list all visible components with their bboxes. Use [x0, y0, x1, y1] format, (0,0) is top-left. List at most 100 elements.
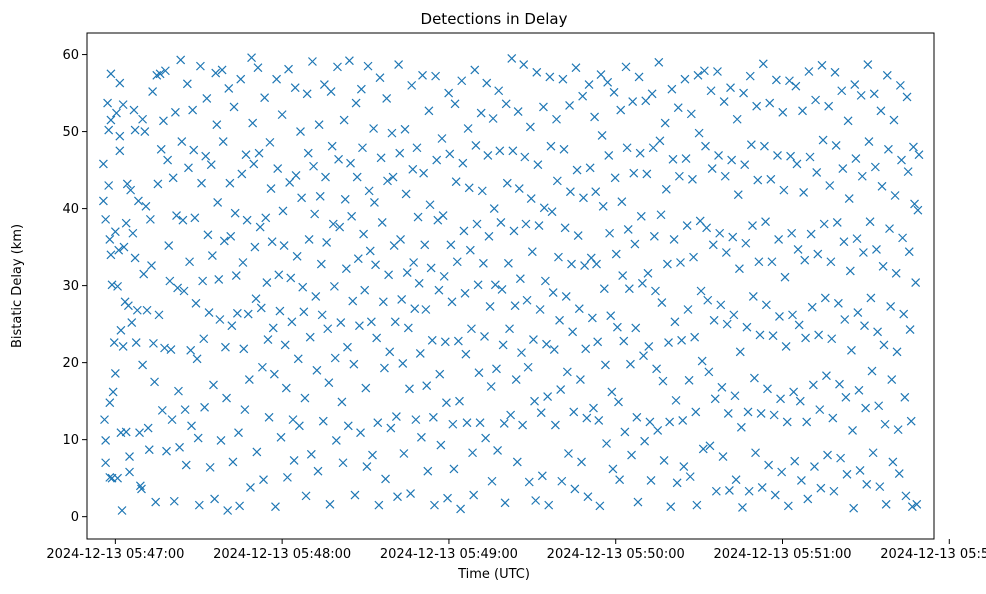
data-point — [178, 215, 188, 225]
data-point — [471, 141, 481, 150]
data-point — [119, 242, 129, 252]
data-point — [803, 494, 813, 504]
data-point — [110, 227, 120, 237]
data-point — [696, 286, 706, 296]
data-point — [741, 238, 751, 248]
data-point — [608, 464, 618, 474]
data-point — [850, 80, 860, 90]
data-point — [885, 224, 894, 234]
data-point — [469, 490, 479, 500]
data-point — [121, 218, 131, 228]
data-point — [383, 176, 392, 186]
data-point — [639, 351, 648, 361]
data-point — [643, 268, 653, 278]
data-point — [816, 483, 826, 493]
data-point — [722, 319, 732, 329]
data-point — [635, 148, 645, 158]
data-point — [369, 124, 379, 133]
data-point — [511, 375, 521, 384]
data-point — [686, 109, 696, 119]
data-point — [552, 114, 561, 124]
data-point — [909, 142, 918, 152]
data-point — [409, 258, 419, 267]
data-point — [260, 93, 270, 103]
data-point — [268, 323, 278, 333]
data-point — [452, 257, 462, 267]
data-point — [752, 101, 762, 111]
data-point — [876, 106, 886, 116]
data-point — [912, 499, 922, 509]
data-point — [149, 338, 158, 348]
data-point — [167, 415, 177, 425]
data-point — [888, 457, 898, 467]
data-point — [539, 203, 549, 213]
data-point — [513, 107, 523, 116]
data-point — [829, 486, 839, 496]
data-point — [518, 420, 528, 430]
data-point — [914, 150, 924, 160]
data-point — [509, 226, 519, 236]
data-point — [164, 241, 174, 250]
data-point — [337, 397, 347, 407]
data-point — [209, 380, 218, 390]
data-point — [721, 248, 731, 257]
data-point — [377, 218, 387, 227]
data-point — [181, 460, 191, 470]
data-point — [467, 324, 476, 334]
data-point — [855, 466, 865, 475]
data-point — [314, 120, 324, 130]
data-point — [869, 89, 879, 99]
data-point — [101, 214, 111, 224]
data-point — [523, 362, 533, 372]
data-point — [610, 173, 620, 183]
data-point — [302, 89, 312, 99]
data-point — [632, 412, 642, 422]
data-point — [142, 305, 152, 315]
data-point — [370, 198, 379, 207]
data-point — [182, 79, 192, 89]
data-point — [442, 398, 451, 408]
data-point — [617, 197, 627, 207]
data-point — [627, 450, 636, 460]
data-point — [113, 473, 123, 483]
data-point — [160, 66, 170, 76]
data-point — [284, 64, 293, 74]
data-point — [900, 392, 910, 402]
data-point — [139, 269, 149, 279]
data-point — [843, 116, 853, 126]
data-point — [910, 199, 919, 209]
data-point — [316, 259, 326, 269]
data-point — [403, 323, 413, 333]
data-point — [716, 300, 726, 310]
data-point — [867, 366, 877, 376]
data-point — [765, 98, 775, 108]
data-point — [593, 337, 603, 347]
data-point — [363, 61, 373, 71]
data-point — [840, 315, 850, 324]
data-point — [229, 102, 239, 112]
data-point — [338, 458, 348, 468]
data-point — [622, 143, 632, 153]
data-point — [841, 392, 851, 402]
data-point — [346, 158, 355, 168]
data-point — [323, 324, 333, 334]
data-point — [798, 106, 807, 116]
data-point — [492, 364, 501, 374]
data-point — [141, 201, 151, 211]
data-point — [619, 336, 629, 346]
data-point — [773, 151, 782, 160]
data-point — [745, 71, 755, 81]
data-point — [354, 321, 364, 331]
data-point — [101, 435, 111, 445]
y-tick-label: 0 — [71, 510, 79, 525]
data-point — [373, 418, 383, 428]
data-point — [280, 340, 290, 350]
data-point — [312, 365, 322, 375]
data-point — [590, 112, 600, 122]
data-point — [880, 419, 890, 429]
data-point — [496, 218, 506, 227]
data-point — [609, 87, 619, 97]
data-point — [263, 335, 273, 344]
data-point — [438, 211, 448, 220]
